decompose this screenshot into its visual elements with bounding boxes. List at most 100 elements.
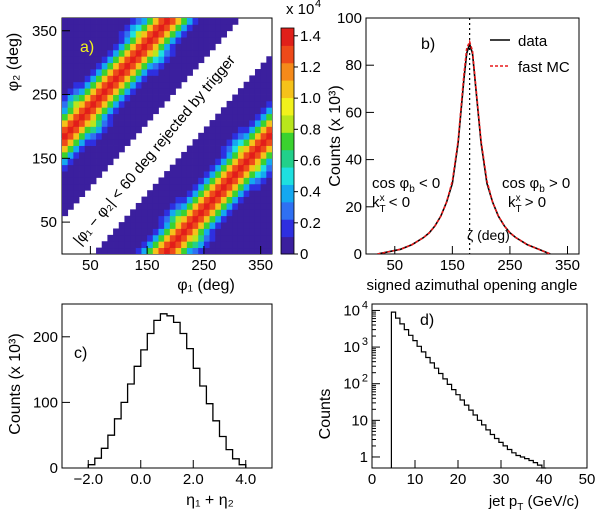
heatmap-cell <box>164 43 171 51</box>
heatmap-cell <box>164 37 171 44</box>
heatmap-cell <box>192 145 199 153</box>
heatmap-cell <box>186 30 193 38</box>
heatmap-cell <box>79 100 86 108</box>
heatmap-cell <box>198 171 205 178</box>
heatmap-cell <box>220 202 227 210</box>
heatmap-cell <box>215 209 222 217</box>
panel-a-label: a) <box>80 39 94 56</box>
heatmap-cell <box>152 81 159 89</box>
heatmap-cell <box>198 37 205 44</box>
heatmap-cell <box>79 88 86 95</box>
heatmap-cell <box>113 247 120 254</box>
heatmap-cell <box>226 247 233 254</box>
heatmap-cell <box>266 139 272 146</box>
heatmap-cell <box>90 49 97 57</box>
heatmap-cell <box>158 30 165 38</box>
heatmap-cell <box>209 247 216 254</box>
heatmap-cell <box>181 69 188 76</box>
heatmap-cell <box>118 24 125 32</box>
heatmap-cell <box>147 30 154 38</box>
heatmap-cell <box>243 139 250 146</box>
heatmap-cell <box>192 37 199 44</box>
heatmap-cell <box>96 139 103 146</box>
heatmap-cell <box>118 139 125 146</box>
heatmap-cell <box>84 139 91 146</box>
heatmap-cell <box>67 24 74 32</box>
heatmap-cell <box>254 196 262 204</box>
heatmap-cell <box>67 151 74 159</box>
heatmap-cell <box>192 190 199 197</box>
panel-b-label: b) <box>421 36 435 53</box>
heatmap-cell <box>249 209 256 217</box>
heatmap-cell <box>181 164 188 172</box>
heatmap-cell <box>73 113 80 121</box>
heatmap-cell <box>96 100 103 108</box>
heatmap-cell <box>215 177 222 185</box>
panel-d-ylabel: Counts <box>317 389 334 440</box>
heatmap-cell <box>141 24 148 32</box>
heatmap-cell <box>237 228 245 236</box>
heatmap-cell <box>135 75 142 83</box>
heatmap-cell <box>226 183 233 191</box>
heatmap-cell <box>192 228 199 236</box>
heatmap-cell <box>158 37 165 44</box>
heatmap-cell <box>62 151 69 159</box>
heatmap-cell <box>215 151 222 159</box>
heatmap-cell <box>232 158 239 166</box>
heatmap-cell <box>130 209 137 217</box>
heatmap-cell <box>243 228 250 236</box>
heatmap-cell <box>84 126 91 134</box>
heatmap-cell <box>101 158 108 166</box>
heatmap-cell <box>215 222 222 229</box>
heatmap-cell <box>243 164 250 172</box>
heatmap-cell <box>181 43 188 51</box>
heatmap-cell <box>198 18 205 25</box>
heatmap-cell <box>101 62 108 70</box>
heatmap-cell <box>164 171 171 178</box>
heatmap-cell <box>118 88 125 95</box>
y-tick-label: 10 <box>351 412 368 429</box>
heatmap-cell <box>107 69 114 76</box>
heatmap-cell <box>209 132 216 140</box>
heatmap-cell <box>249 177 256 185</box>
heatmap-cell <box>130 113 137 121</box>
x-tick-label: 50 <box>579 471 596 488</box>
heatmap-cell <box>124 49 131 57</box>
heatmap-cell <box>124 139 131 146</box>
heatmap-cell <box>249 183 256 191</box>
heatmap-cell <box>164 209 171 217</box>
heatmap-cell <box>73 190 80 197</box>
heatmap-cell <box>254 139 262 146</box>
heatmap-cell <box>118 43 125 51</box>
heatmap-cell <box>237 126 245 134</box>
heatmap-cell <box>164 241 171 249</box>
x-tick-label: 30 <box>493 471 510 488</box>
heatmap-cell <box>158 196 165 204</box>
heatmap-cell <box>175 196 182 204</box>
heatmap-cell <box>243 88 250 95</box>
heatmap-cell <box>79 151 86 159</box>
heatmap-cell <box>215 30 222 38</box>
heatmap-cell <box>67 100 74 108</box>
heatmap-cell <box>209 190 216 197</box>
heatmap-cell <box>260 81 267 89</box>
heatmap-cell <box>113 145 120 153</box>
heatmap-cell <box>249 158 256 166</box>
heatmap-cell <box>260 151 267 159</box>
heatmap-cell <box>101 139 108 146</box>
heatmap-cell <box>254 151 262 159</box>
heatmap-cell <box>169 183 176 191</box>
heatmap-cell <box>198 24 205 32</box>
heatmap-cell <box>67 43 74 51</box>
heatmap-cell <box>226 145 233 153</box>
x-tick-label: 350 <box>248 257 273 274</box>
heatmap-cell <box>73 196 80 204</box>
heatmap-cell <box>192 202 199 210</box>
colorbar-exponent-power: 4 <box>315 0 321 10</box>
heatmap-cell <box>124 30 131 38</box>
heatmap-cell <box>130 107 137 115</box>
heatmap-cell <box>169 171 176 178</box>
heatmap-cell <box>96 120 103 127</box>
